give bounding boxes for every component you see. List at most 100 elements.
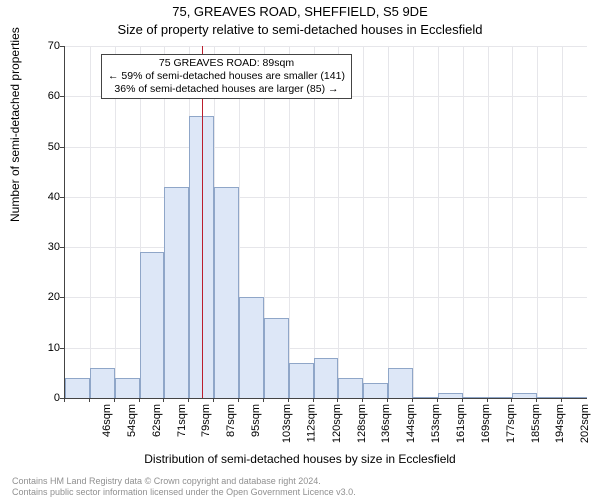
histogram-bar	[388, 368, 413, 398]
ytick-mark	[60, 46, 64, 47]
xtick-mark	[238, 398, 239, 402]
histogram-bar	[488, 397, 513, 398]
xtick-label: 144sqm	[405, 404, 417, 443]
annotation-box: 75 GREAVES ROAD: 89sqm← 59% of semi-deta…	[101, 54, 352, 99]
title-description: Size of property relative to semi-detach…	[0, 22, 600, 37]
footer-attribution: Contains HM Land Registry data © Crown c…	[12, 476, 356, 499]
xtick-mark	[462, 398, 463, 402]
histogram-bar	[164, 187, 189, 398]
annotation-line1: 75 GREAVES ROAD: 89sqm	[108, 57, 345, 70]
xtick-mark	[114, 398, 115, 402]
xtick-mark	[536, 398, 537, 402]
histogram-bar	[314, 358, 339, 398]
ytick-label: 20	[34, 291, 60, 303]
ytick-label: 50	[34, 141, 60, 153]
xtick-mark	[89, 398, 90, 402]
ytick-label: 10	[34, 342, 60, 354]
chart-container: 75, GREAVES ROAD, SHEFFIELD, S5 9DE Size…	[0, 0, 600, 500]
xtick-mark	[387, 398, 388, 402]
xtick-mark	[437, 398, 438, 402]
xtick-mark	[263, 398, 264, 402]
xtick-label: 112sqm	[305, 404, 317, 442]
xtick-label: 120sqm	[331, 404, 343, 443]
xtick-mark	[561, 398, 562, 402]
xtick-label: 103sqm	[281, 404, 293, 443]
footer-line2: Contains public sector information licen…	[12, 487, 356, 498]
xtick-mark	[64, 398, 65, 402]
footer-line1: Contains HM Land Registry data © Crown c…	[12, 476, 356, 487]
ytick-mark	[60, 147, 64, 148]
histogram-bar	[239, 297, 264, 398]
xtick-mark	[487, 398, 488, 402]
histogram-bar	[140, 252, 165, 398]
xtick-label: 177sqm	[505, 404, 517, 443]
annotation-line3: 36% of semi-detached houses are larger (…	[108, 83, 345, 96]
histogram-bar	[264, 318, 289, 398]
y-axis-label: Number of semi-detached properties	[8, 27, 22, 222]
gridline-v	[463, 46, 464, 398]
ytick-mark	[60, 197, 64, 198]
xtick-label: 128sqm	[356, 404, 368, 443]
histogram-bar	[214, 187, 239, 398]
xtick-label: 169sqm	[480, 404, 492, 443]
gridline-h	[65, 46, 587, 47]
histogram-bar	[463, 397, 488, 398]
xtick-mark	[139, 398, 140, 402]
xtick-label: 87sqm	[225, 404, 237, 437]
gridline-h	[65, 197, 587, 198]
ytick-label: 70	[34, 40, 60, 52]
xtick-label: 153sqm	[430, 404, 442, 443]
ytick-label: 60	[34, 90, 60, 102]
xtick-mark	[337, 398, 338, 402]
xtick-mark	[362, 398, 363, 402]
title-address: 75, GREAVES ROAD, SHEFFIELD, S5 9DE	[0, 4, 600, 19]
gridline-h	[65, 247, 587, 248]
gridline-v	[562, 46, 563, 398]
xtick-label: 194sqm	[555, 404, 567, 443]
x-axis-label: Distribution of semi-detached houses by …	[0, 452, 600, 466]
histogram-bar	[562, 397, 587, 398]
xtick-mark	[163, 398, 164, 402]
histogram-bar	[512, 393, 537, 398]
histogram-bar	[65, 378, 90, 398]
histogram-bar	[115, 378, 140, 398]
xtick-label: 202sqm	[579, 404, 591, 443]
xtick-label: 161sqm	[455, 404, 467, 443]
gridline-v	[512, 46, 513, 398]
ytick-label: 0	[34, 392, 60, 404]
gridline-v	[488, 46, 489, 398]
xtick-mark	[288, 398, 289, 402]
gridline-v	[438, 46, 439, 398]
ytick-mark	[60, 247, 64, 248]
plot-area: 75 GREAVES ROAD: 89sqm← 59% of semi-deta…	[64, 46, 587, 399]
gridline-v	[413, 46, 414, 398]
histogram-bar	[90, 368, 115, 398]
xtick-label: 95sqm	[250, 404, 262, 437]
xtick-label: 185sqm	[530, 404, 542, 443]
ytick-mark	[60, 297, 64, 298]
histogram-bar	[363, 383, 388, 398]
xtick-label: 62sqm	[151, 404, 163, 437]
histogram-bar	[537, 397, 562, 398]
gridline-h	[65, 147, 587, 148]
gridline-v	[537, 46, 538, 398]
gridline-v	[388, 46, 389, 398]
gridline-v	[90, 46, 91, 398]
xtick-mark	[313, 398, 314, 402]
histogram-bar	[413, 397, 438, 398]
ytick-label: 40	[34, 191, 60, 203]
xtick-mark	[412, 398, 413, 402]
histogram-bar	[338, 378, 363, 398]
ytick-label: 30	[34, 241, 60, 253]
xtick-label: 54sqm	[126, 404, 138, 437]
ytick-mark	[60, 348, 64, 349]
annotation-line2: ← 59% of semi-detached houses are smalle…	[108, 70, 345, 83]
histogram-bar	[289, 363, 314, 398]
xtick-label: 136sqm	[381, 404, 393, 443]
histogram-bar	[438, 393, 463, 398]
xtick-mark	[213, 398, 214, 402]
ytick-mark	[60, 96, 64, 97]
gridline-v	[363, 46, 364, 398]
xtick-label: 46sqm	[101, 404, 113, 437]
xtick-label: 79sqm	[200, 404, 212, 437]
